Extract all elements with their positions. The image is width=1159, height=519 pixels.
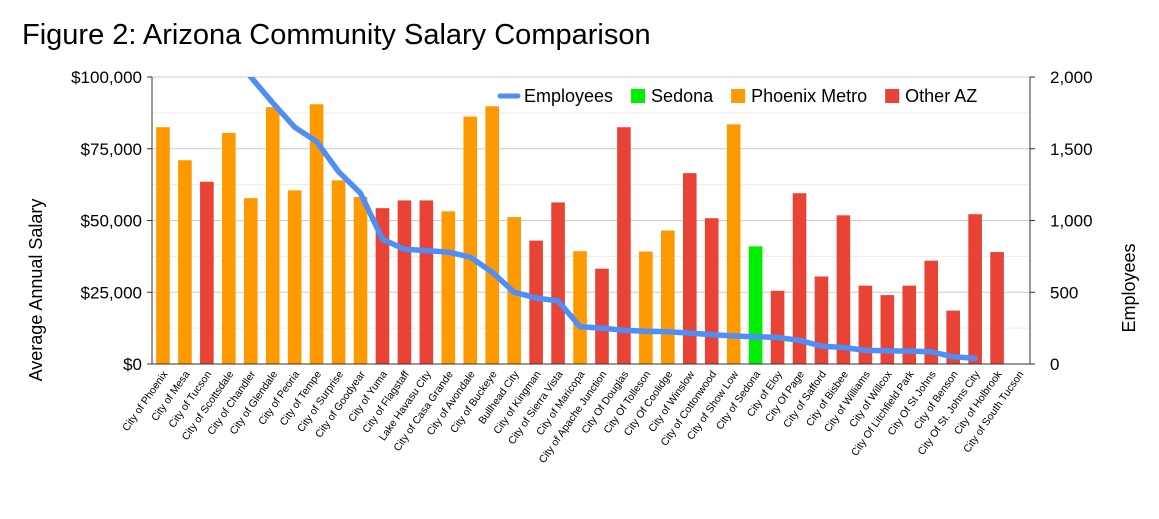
bar xyxy=(309,104,324,364)
bar xyxy=(968,214,982,364)
bar xyxy=(243,198,258,364)
bar xyxy=(902,285,917,364)
legend-item: Employees xyxy=(497,86,613,106)
y-tick-label: $75,000 xyxy=(81,140,142,159)
y2-tick-label: 1,500 xyxy=(1050,140,1093,159)
bar xyxy=(880,295,895,364)
gridlines xyxy=(152,76,1030,365)
bar xyxy=(200,181,214,364)
legend-label: Other AZ xyxy=(905,86,977,106)
bar xyxy=(770,290,785,364)
bar xyxy=(397,200,412,364)
bar xyxy=(353,196,368,364)
legend-label: Employees xyxy=(524,86,613,106)
bar xyxy=(858,285,873,364)
bar xyxy=(485,106,500,365)
bar xyxy=(639,251,653,364)
legend-item: Phoenix Metro xyxy=(731,86,867,106)
bar xyxy=(573,251,587,364)
y-tick-label: $0 xyxy=(123,355,142,374)
legend-box-swatch xyxy=(731,89,746,103)
bar xyxy=(551,202,565,364)
legend-item: Sedona xyxy=(631,86,714,106)
bar xyxy=(287,190,302,364)
y-axis-title: Average Annual Salary xyxy=(26,199,46,382)
y2-tick-label: 2,000 xyxy=(1050,68,1093,87)
y-tick-label: $100,000 xyxy=(71,68,142,87)
chart-title: Figure 2: Arizona Community Salary Compa… xyxy=(22,19,651,51)
employees-series xyxy=(247,77,978,362)
y-tick-label: $50,000 xyxy=(81,212,142,231)
y-tick-label: $25,000 xyxy=(81,283,142,302)
bar xyxy=(463,116,478,364)
bar xyxy=(661,230,675,364)
bar xyxy=(814,276,829,364)
legend-box-swatch xyxy=(631,89,646,103)
bar xyxy=(156,127,170,364)
y2-axis-title: Employees xyxy=(1119,243,1139,332)
legend-label: Phoenix Metro xyxy=(751,86,867,106)
bar xyxy=(836,215,851,364)
bar-series xyxy=(156,104,1004,365)
legend-label: Sedona xyxy=(651,86,714,106)
bar xyxy=(792,193,807,364)
bar xyxy=(419,200,434,364)
bar xyxy=(595,268,609,364)
bar xyxy=(375,208,390,364)
bar xyxy=(529,240,543,364)
bar xyxy=(617,127,631,364)
bar xyxy=(441,211,456,364)
bar xyxy=(924,260,939,364)
legend-item: Other AZ xyxy=(885,86,977,106)
bar xyxy=(682,173,697,364)
bar xyxy=(331,180,346,364)
bar xyxy=(178,160,192,364)
y2-tick-label: 0 xyxy=(1050,355,1059,374)
y2-tick-label: 500 xyxy=(1050,283,1078,302)
legend: Employees Sedona Phoenix Metro Other AZ xyxy=(497,86,977,106)
bar xyxy=(265,107,280,364)
bar xyxy=(726,124,741,364)
employees-line xyxy=(247,77,978,362)
bar xyxy=(222,132,236,364)
bar xyxy=(990,252,1004,364)
bar xyxy=(748,246,763,364)
y2-tick-label: 1,000 xyxy=(1050,212,1093,231)
legend-box-swatch xyxy=(885,89,900,103)
bar xyxy=(946,310,960,364)
bar xyxy=(704,218,719,364)
